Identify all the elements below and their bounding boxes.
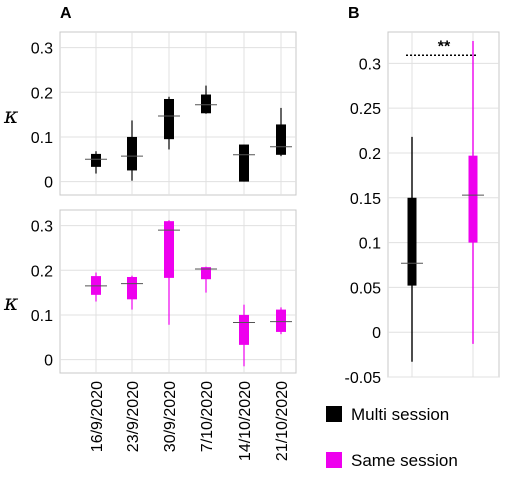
boxes-a-bottom: [85, 220, 292, 367]
y-tick-label: 0: [44, 175, 53, 192]
boxes-a-top: [85, 85, 292, 182]
box-7-10-2020: [195, 85, 217, 114]
box-21-10-2020: [270, 107, 292, 157]
panel-b: -0.05 0 0.05 0.1 0.15 0.2 0.25 0.3 ** B: [345, 5, 500, 387]
significance-label: **: [438, 38, 451, 55]
y-tick-label: -0.05: [345, 370, 382, 387]
grid-b: [388, 32, 499, 378]
y-ticks-a-top: 0 0.1 0.2 0.3: [31, 41, 53, 192]
box-iqr: [201, 267, 211, 280]
box-multi-session: [401, 136, 423, 362]
y-tick-label: 0: [44, 353, 53, 370]
box-30-9-2020: [158, 96, 180, 150]
plot-frame-a-top: [59, 31, 297, 196]
x-tick-label: 30/9/2020: [162, 381, 179, 452]
y-axis-label-a-bottom: κ: [3, 291, 19, 316]
box-iqr: [164, 98, 174, 140]
box-iqr: [407, 197, 417, 286]
box-7-10-2020: [195, 266, 217, 293]
box-iqr: [239, 144, 249, 182]
legend-label-multi-session: Multi session: [351, 405, 449, 424]
box-21-10-2020: [270, 307, 292, 335]
box-14-10-2020: [233, 144, 255, 182]
box-23-9-2020: [121, 120, 143, 181]
box-iqr: [127, 276, 137, 300]
x-tick-labels: 16/9/2020 23/9/2020 30/9/2020 7/10/2020 14/1…: [89, 381, 291, 461]
y-tick-label: 0.1: [31, 130, 53, 147]
box-30-9-2020: [158, 220, 180, 325]
box-iqr: [201, 94, 211, 114]
y-tick-label: 0.2: [31, 263, 53, 280]
box-16-9-2020: [85, 272, 107, 302]
box-iqr: [276, 124, 286, 155]
box-14-10-2020: [233, 304, 255, 367]
x-tick-label: 21/10/2020: [274, 381, 291, 461]
x-tick-label: 16/9/2020: [89, 381, 106, 452]
y-tick-label: 0.15: [350, 191, 381, 208]
panel-label-a: A: [60, 5, 72, 22]
plot-frame-a-bottom: [59, 209, 297, 374]
panel-a-top: 0 0.1 0.2 0.3 A κ: [3, 5, 297, 196]
x-tick-label: 23/9/2020: [125, 381, 142, 452]
box-iqr: [239, 314, 249, 345]
y-tick-label: 0: [372, 325, 381, 342]
legend-swatch-same-session: [326, 452, 342, 468]
legend: Multi session Same session: [326, 405, 458, 470]
panel-label-b: B: [348, 5, 360, 22]
box-iqr: [276, 309, 286, 332]
y-tick-label: 0.1: [31, 308, 53, 325]
y-tick-label: 0.25: [350, 101, 381, 118]
box-same-session: [462, 40, 484, 344]
x-tick-label: 14/10/2020: [237, 381, 254, 461]
box-iqr: [468, 155, 478, 243]
y-tick-label: 0.2: [31, 85, 53, 102]
x-tick-label: 7/10/2020: [199, 381, 216, 452]
y-ticks-b: -0.05 0 0.05 0.1 0.15 0.2 0.25 0.3: [345, 56, 382, 387]
box-16-9-2020: [85, 151, 107, 174]
box-iqr: [127, 136, 137, 171]
plot-frame-b: [387, 31, 500, 378]
box-iqr: [91, 153, 101, 167]
y-tick-label: 0.3: [359, 56, 381, 73]
box-23-9-2020: [121, 275, 143, 310]
legend-label-same-session: Same session: [351, 451, 458, 470]
y-tick-label: 0.05: [350, 280, 381, 297]
legend-swatch-multi-session: [326, 406, 342, 422]
y-axis-label-a-top: κ: [3, 104, 19, 129]
box-iqr: [164, 221, 174, 278]
y-tick-label: 0.3: [31, 41, 53, 58]
boxes-b: [401, 40, 484, 362]
y-ticks-a-bottom: 0 0.1 0.2 0.3: [31, 219, 53, 370]
y-tick-label: 0.2: [359, 146, 381, 163]
y-tick-label: 0.3: [31, 219, 53, 236]
panel-a-bottom: 0 0.1 0.2 0.3 16/9/2020 23/9/2020 30/9/2020 7/…: [3, 209, 297, 461]
y-tick-label: 0.1: [359, 236, 381, 253]
